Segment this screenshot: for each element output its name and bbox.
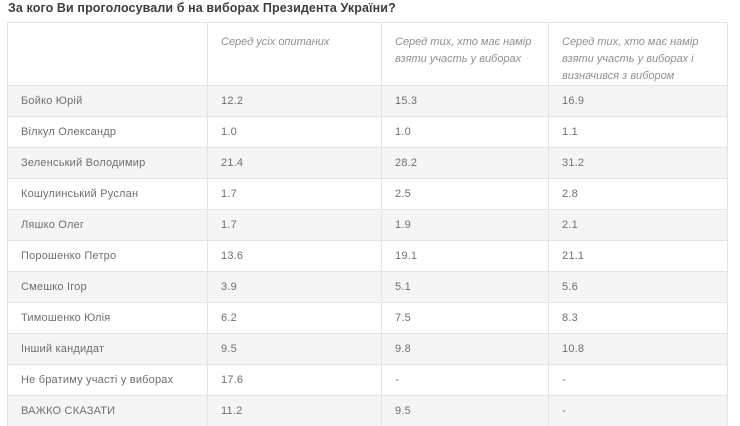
table-row: ВАЖКО СКАЗАТИ 11.2 9.5 -	[7, 395, 728, 426]
value-cell: 6.2	[207, 302, 382, 335]
value-cell: 9.5	[207, 333, 382, 366]
value-cell: 21.1	[548, 240, 728, 273]
value-cell: 1.0	[207, 116, 382, 149]
candidate-name-cell: Бойко Юрій	[7, 85, 208, 118]
value-cell: 2.5	[381, 178, 549, 211]
table-row: Не братиму участі у виборах 17.6 - -	[7, 364, 728, 397]
candidate-name-cell: Зеленський Володимир	[7, 147, 208, 180]
candidate-name-cell: Вілкул Олександр	[7, 116, 208, 149]
candidate-name-cell: Смешко Ігор	[7, 271, 208, 304]
value-cell: 1.7	[207, 178, 382, 211]
table-row: Вілкул Олександр 1.0 1.0 1.1	[7, 116, 728, 149]
value-cell: 13.6	[207, 240, 382, 273]
header-row: Серед усіх опитаних Серед тих, хто має н…	[7, 21, 728, 87]
table-row: Зеленський Володимир 21.4 28.2 31.2	[7, 147, 728, 180]
value-cell: 1.1	[548, 116, 728, 149]
candidate-name-cell: Тимошенко Юлія	[7, 302, 208, 335]
table-row: Бойко Юрій 12.2 15.3 16.9	[7, 85, 728, 118]
value-cell: -	[548, 395, 728, 426]
column-header-intend-and-decided: Серед тих, хто має намір взяти участь у …	[548, 21, 728, 87]
value-cell: 9.8	[381, 333, 549, 366]
value-cell: 9.5	[381, 395, 549, 426]
value-cell: 8.3	[548, 302, 728, 335]
value-cell: 12.2	[207, 85, 382, 118]
value-cell: 16.9	[548, 85, 728, 118]
value-cell: 5.1	[381, 271, 549, 304]
value-cell: 1.0	[381, 116, 549, 149]
table-row: Тимошенко Юлія 6.2 7.5 8.3	[7, 302, 728, 335]
value-cell: 5.6	[548, 271, 728, 304]
candidate-name-cell: Порошенко Петро	[7, 240, 208, 273]
value-cell: 2.1	[548, 209, 728, 242]
table-row: Кошулинський Руслан 1.7 2.5 2.8	[7, 178, 728, 211]
value-cell: 17.6	[207, 364, 382, 397]
value-cell: 1.7	[207, 209, 382, 242]
table-row: Смешко Ігор 3.9 5.1 5.6	[7, 271, 728, 304]
candidate-name-cell: Інший кандидат	[7, 333, 208, 366]
value-cell: 15.3	[381, 85, 549, 118]
value-cell: 3.9	[207, 271, 382, 304]
column-header-all-respondents: Серед усіх опитаних	[207, 21, 382, 87]
value-cell: 2.8	[548, 178, 728, 211]
value-cell: 11.2	[207, 395, 382, 426]
value-cell: 19.1	[381, 240, 549, 273]
value-cell: 28.2	[381, 147, 549, 180]
table-row: Інший кандидат 9.5 9.8 10.8	[7, 333, 728, 366]
column-header-empty	[7, 21, 208, 87]
value-cell: -	[548, 364, 728, 397]
value-cell: 31.2	[548, 147, 728, 180]
value-cell: 21.4	[207, 147, 382, 180]
page-title: За кого Ви проголосували б на виборах Пр…	[8, 1, 396, 15]
candidate-name-cell: ВАЖКО СКАЗАТИ	[7, 395, 208, 426]
value-cell: 1.9	[381, 209, 549, 242]
column-header-intend-to-vote: Серед тих, хто має намір взяти участь у …	[381, 21, 549, 87]
poll-results-table: Серед усіх опитаних Серед тих, хто має н…	[7, 21, 728, 426]
table-row: Порошенко Петро 13.6 19.1 21.1	[7, 240, 728, 273]
value-cell: 10.8	[548, 333, 728, 366]
candidate-name-cell: Не братиму участі у виборах	[7, 364, 208, 397]
value-cell: 7.5	[381, 302, 549, 335]
candidate-name-cell: Ляшко Олег	[7, 209, 208, 242]
value-cell: -	[381, 364, 549, 397]
candidate-name-cell: Кошулинський Руслан	[7, 178, 208, 211]
table-row: Ляшко Олег 1.7 1.9 2.1	[7, 209, 728, 242]
